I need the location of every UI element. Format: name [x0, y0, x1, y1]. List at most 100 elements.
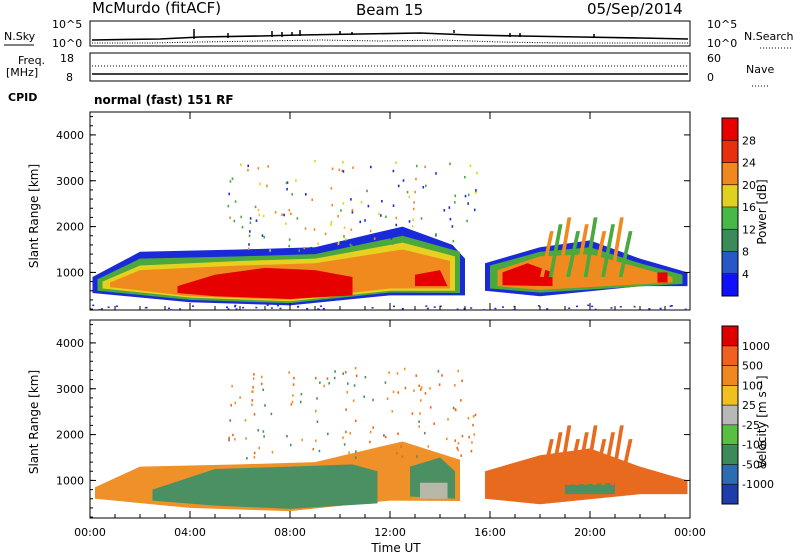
power-dot [247, 247, 250, 251]
power-ground-dot [297, 305, 300, 308]
velocity-dot [452, 406, 455, 410]
power-ground-dot [170, 309, 173, 311]
power-ground-dot [401, 307, 404, 310]
velocity-dot [252, 377, 255, 380]
power-dot [303, 246, 306, 250]
power-ground-dot [179, 308, 182, 310]
power-dot [406, 190, 409, 194]
freq-top-tick: 18 [60, 52, 74, 65]
velocity-dot [457, 369, 460, 373]
colorbar-tick-label: -25 [742, 419, 760, 432]
velocity-colorbar: 1000 500 100 25 -25 -100 -500 -1000 [721, 325, 774, 505]
power-ground-dot [266, 304, 269, 307]
power-ground-dot [512, 309, 515, 311]
power-dot [367, 204, 370, 208]
power-colorbar: 4 8 12 16 20 24 28 [721, 117, 756, 297]
power-ground-dot [546, 308, 549, 310]
power-dot [314, 159, 316, 163]
y-tick-label: 3000 [56, 383, 84, 396]
colorbar-tick-label: 16 [742, 201, 756, 214]
power-dot [475, 189, 477, 192]
velocity-dot [270, 412, 273, 416]
x-tick-label: 08:00 [274, 526, 306, 539]
velocity-dot [454, 384, 456, 387]
velocity-dot [289, 443, 292, 447]
power-ground-dot [433, 306, 436, 308]
power-dot [285, 222, 287, 225]
power-ground-dot [482, 309, 485, 311]
power-ground-dot [426, 307, 429, 310]
velocity-dot [420, 388, 422, 391]
power-ground-dot [100, 308, 103, 310]
noise-sky-line [91, 32, 689, 41]
velocity-dot [429, 406, 432, 409]
velocity-streak [566, 439, 580, 485]
power-ground-dot [235, 308, 238, 310]
y-tick-label: 4000 [56, 129, 84, 142]
velocity-dot [416, 455, 418, 458]
power-dot [240, 215, 243, 219]
velocity-dot [253, 451, 256, 455]
colorbar-segment [722, 207, 738, 230]
power-ground-dot [456, 308, 459, 311]
velocity-dot [461, 434, 464, 438]
velocity-dot [260, 375, 263, 379]
noise-tick-top-left: 10^5 [52, 18, 82, 31]
power-dot [409, 240, 412, 243]
power-dot [288, 244, 291, 248]
velocity-dot [445, 437, 448, 441]
power-ground-dot [145, 306, 148, 309]
colorbar-segment [722, 345, 738, 367]
power-dot [342, 170, 345, 173]
power-ground-dot [276, 304, 279, 307]
power-dot [451, 225, 454, 228]
power-dot [344, 238, 347, 241]
power-dot [311, 198, 313, 201]
power-dot [469, 164, 472, 168]
power-dot [248, 243, 250, 246]
velocity-streak [618, 439, 633, 485]
power-dot [415, 177, 417, 181]
power-dot [249, 217, 252, 220]
colorbar-tick-label: 100 [742, 379, 763, 392]
velocity-dot [349, 431, 352, 435]
cpid-label: CPID [8, 91, 37, 104]
velocity-dot [364, 375, 367, 379]
velocity-dot [292, 383, 295, 386]
nave-label: Nave [746, 63, 774, 76]
velocity-dot [384, 435, 387, 439]
velocity-dot [229, 419, 232, 422]
velocity-dot [418, 384, 420, 388]
power-dot [281, 213, 283, 216]
velocity-streak [557, 425, 572, 485]
power-dot [454, 201, 456, 204]
colorbar-segment [722, 444, 738, 465]
power-dot [378, 212, 380, 216]
power-dot [467, 193, 470, 197]
power-ground-dot [316, 308, 319, 310]
power-dot [229, 180, 232, 183]
velocity-cbar-label: Velocity [m s⁻¹] [755, 375, 769, 468]
power-dot [424, 165, 426, 169]
power-dot [231, 177, 234, 180]
power-ground-dot [670, 304, 673, 307]
power-ground-dot [227, 308, 230, 310]
power-dot [247, 164, 250, 168]
colorbar-tick-label: 25 [742, 399, 756, 412]
velocity-streak [592, 439, 607, 485]
power-dot [313, 228, 316, 231]
velocity-dot [424, 392, 427, 395]
colorbar-segment [722, 251, 738, 275]
velocity-dot [300, 392, 303, 396]
noise-spikes [193, 29, 595, 39]
power-dot [331, 203, 334, 207]
power-dot [291, 193, 293, 196]
velocity-dot [403, 367, 406, 371]
power-dot [380, 214, 382, 217]
power-dot [227, 204, 230, 208]
power-ground-dot [167, 307, 170, 310]
velocity-dot [251, 399, 254, 402]
velocity-dot [293, 376, 295, 380]
power-dot [298, 249, 301, 252]
velocity-dot [460, 399, 462, 402]
